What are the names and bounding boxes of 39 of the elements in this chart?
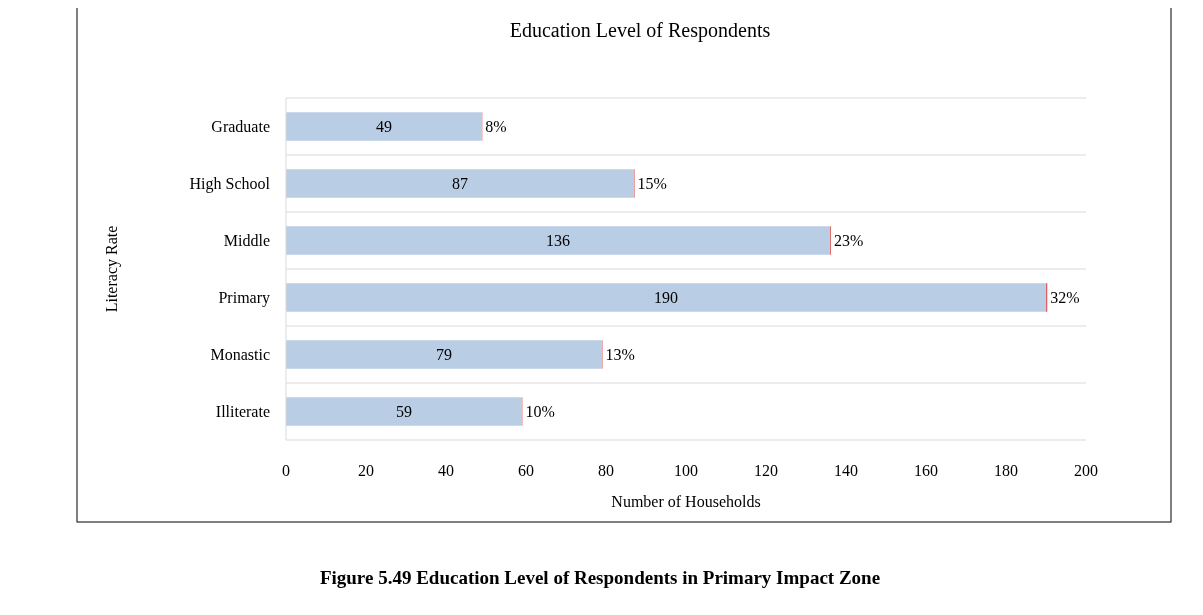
data-label: 15%: [637, 175, 667, 193]
data-label: 32%: [1050, 289, 1080, 307]
data-label: 190: [654, 289, 678, 307]
bar: [286, 283, 1046, 312]
data-label: 10%: [525, 403, 555, 421]
data-label: 59: [396, 403, 412, 421]
bar: [286, 397, 522, 426]
data-label: 13%: [605, 346, 635, 364]
data-label: 79: [436, 346, 452, 364]
bar: [286, 340, 602, 369]
y-tick-label: High School: [189, 175, 271, 194]
caption: Figure 5.49 Education Level of Respondents in Primary Impact Zone: [319, 566, 881, 588]
y-tick-label: Primary: [218, 289, 270, 308]
y-tick-label: Graduate: [211, 118, 270, 136]
chart-title: Education Level of Respondents: [509, 19, 771, 42]
data-label: 49: [376, 118, 392, 136]
x-axis-title: Number of Households: [611, 492, 761, 510]
bar: [286, 226, 830, 255]
x-tick-label: 100: [674, 461, 698, 479]
x-tick-label: 160: [914, 461, 938, 479]
data-label: 23%: [833, 232, 864, 250]
data-label: 136: [546, 232, 570, 250]
x-tick-label: 40: [438, 461, 454, 479]
data-label: 87: [452, 175, 468, 193]
y-tick-label: Middle: [223, 232, 270, 250]
y-tick-label: Monastic: [210, 346, 270, 364]
x-tick-label: 0: [282, 461, 290, 479]
bar: [286, 169, 634, 198]
x-tick-label: 200: [1074, 461, 1098, 479]
x-tick-label: 80: [598, 461, 614, 479]
x-tick-label: 20: [358, 461, 374, 479]
y-axis-title: Literacy Rate: [102, 225, 121, 313]
x-tick-label: 180: [994, 461, 1018, 479]
bar: [286, 112, 482, 141]
x-tick-label: 120: [754, 461, 778, 479]
x-tick-label: 140: [834, 461, 858, 479]
y-tick-label: Illiterate: [215, 403, 270, 421]
x-tick-label: 60: [518, 461, 534, 479]
data-label: 8%: [485, 118, 507, 136]
